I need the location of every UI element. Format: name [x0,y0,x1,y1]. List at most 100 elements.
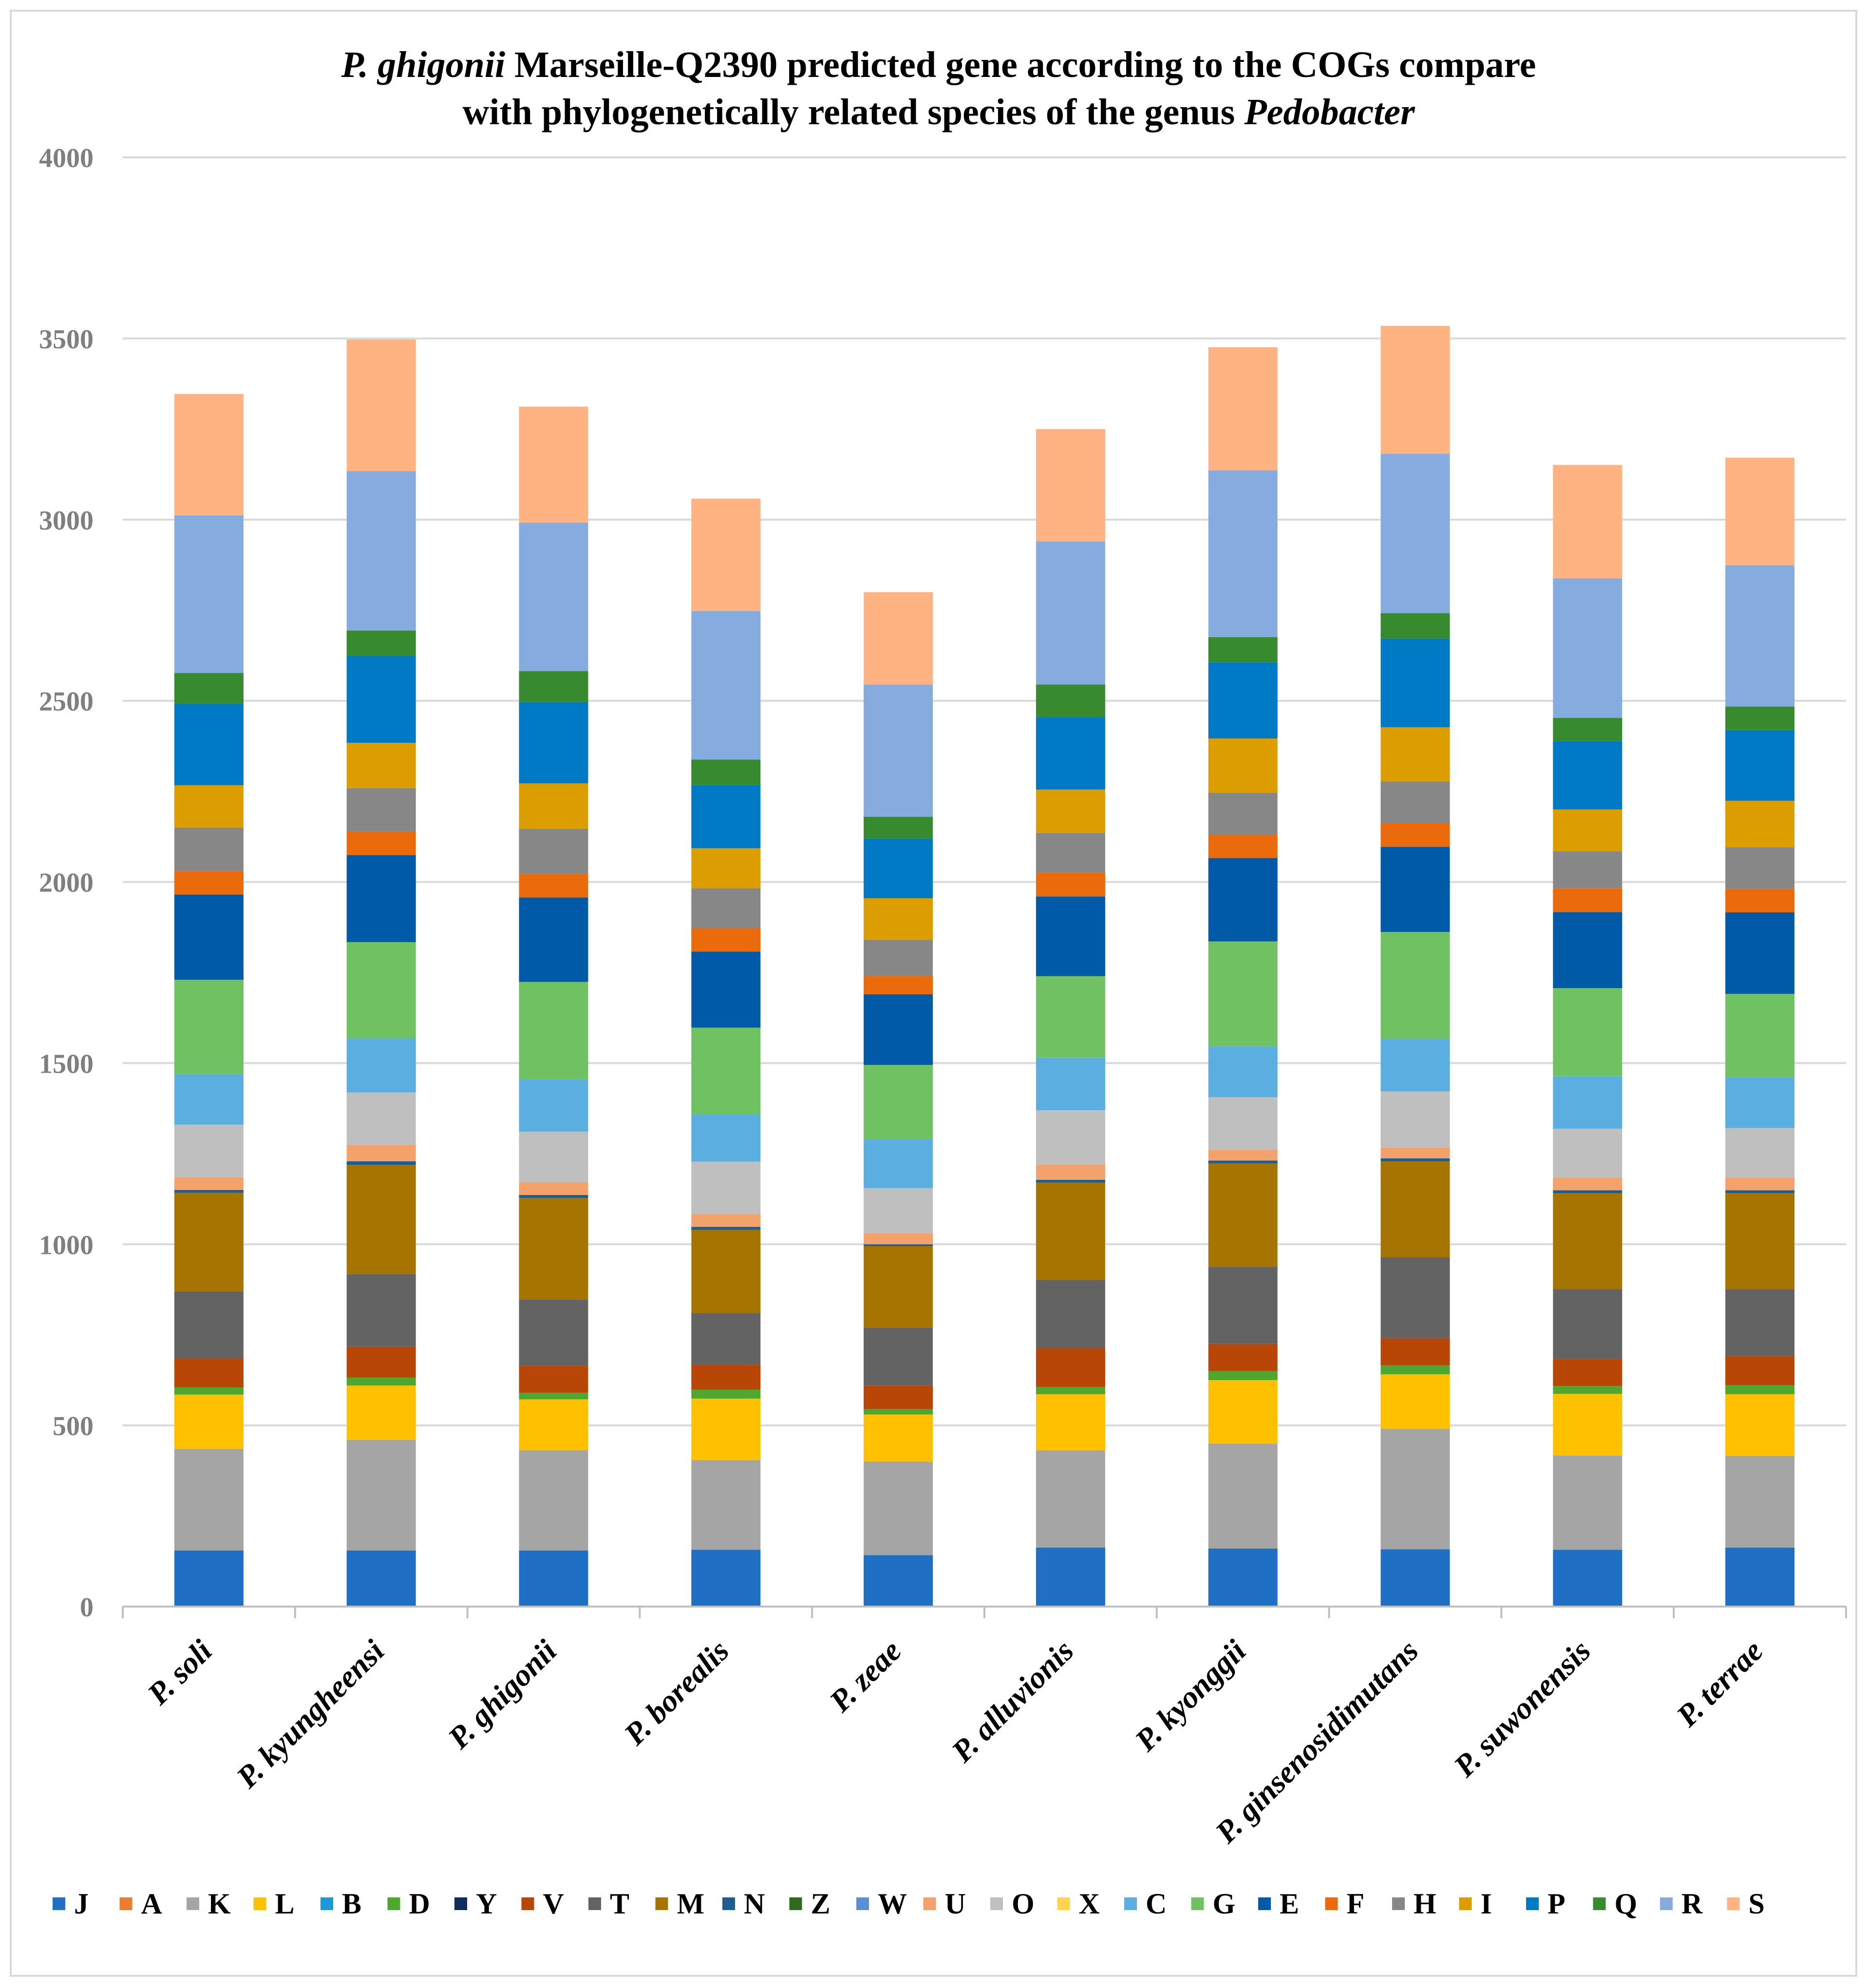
legend-swatch-i [1459,1897,1472,1910]
bar-segment-g [1725,994,1795,1078]
bar-segment-n [1208,1160,1278,1164]
bar-segment-c [691,1114,761,1162]
bar-segment-d [346,1377,416,1386]
bar-segment-i [346,742,416,788]
bar-segment-s [864,592,933,685]
legend-label: Y [476,1888,497,1920]
legend-swatch-a [119,1897,132,1910]
bar-segment-u [1725,1177,1795,1191]
legend-label: U [945,1888,966,1920]
legend-label: P [1547,1888,1566,1920]
bar-segment-k [346,1439,416,1551]
bar-segment-m [1208,1163,1278,1267]
x-tick-label: P. terrae [1669,1633,1770,1734]
bar-segment-k [1036,1450,1105,1548]
bar-segment-f [1036,872,1105,897]
bar-segment-r [691,611,761,760]
bar-segment-m [691,1230,761,1313]
bar-segment-r [1553,578,1623,718]
bar-segment-l [1036,1394,1105,1451]
x-tick-label: P. kyonggii [1128,1633,1252,1758]
legend-swatch-k [187,1897,199,1910]
bar-segment-f [346,832,416,855]
bar-segment-h [1036,833,1105,873]
bar-segment-v [346,1346,416,1378]
bar-segment-g [864,1065,933,1139]
bar-segment-r [864,684,933,817]
bar-segment-j [691,1550,761,1607]
title-part: Pedobacter [1244,92,1415,133]
bar-segment-l [174,1394,244,1449]
bar-segment-v [174,1358,244,1388]
bar-segment-q [1208,637,1278,663]
bar-segment-u [1380,1147,1450,1158]
x-tick-label: P. ghigonii [441,1633,563,1756]
bar-segment-v [1208,1344,1278,1371]
bar-segment-i [174,785,244,828]
bar-segment-i [1380,727,1450,782]
title-part: Marseille-Q2390 predicted gene according… [505,44,1536,85]
bar-segment-e [174,894,244,980]
bar-segment-v [1380,1338,1450,1365]
bar-segment-e [1036,896,1105,976]
bar-segment-i [691,848,761,889]
legend-label: Z [811,1888,830,1920]
bar-segment-g [691,1027,761,1115]
x-tick-label: P. suwonensis [1447,1633,1597,1784]
bar-segment-v [691,1364,761,1390]
bar-segment-n [1036,1179,1105,1183]
bar-segment-j [346,1550,416,1607]
bar-segment-v [1725,1356,1795,1385]
bar-segment-v [864,1385,933,1409]
y-tick-label: 3500 [39,324,94,355]
bar-segment-r [346,471,416,631]
bar-segment-f [519,874,588,898]
legend-label: Q [1615,1888,1638,1920]
bar-segment-f [691,928,761,952]
bar-segment-t [1208,1267,1278,1344]
bar-segment-j [1725,1547,1795,1607]
bar-segment-l [864,1414,933,1462]
legend-label: I [1481,1888,1492,1920]
bar-segment-r [174,515,244,673]
bar-segment-h [174,827,244,871]
bar-segment-o [174,1124,244,1177]
bar-segment-o [1036,1110,1105,1165]
chart-title-line-1: P. ghigonii Marseille-Q2390 predicted ge… [341,44,1536,85]
bar-segment-p [1725,730,1795,801]
bar-segment-g [1208,941,1278,1047]
bar-segment-n [1553,1190,1623,1193]
bar-segment-o [1725,1128,1795,1178]
bar-segment-q [519,671,588,702]
bar-segment-t [691,1313,761,1365]
bar-segment-c [346,1038,416,1093]
bar-segment-t [346,1274,416,1347]
bar-segment-s [346,340,416,472]
legend-label: K [208,1888,231,1920]
bar-segment-h [346,788,416,832]
bar-segment-o [1208,1097,1278,1150]
bar-segment-t [864,1327,933,1386]
bar-segment-i [519,783,588,829]
bar-segment-i [1036,789,1105,833]
legend-swatch-g [1191,1897,1204,1910]
y-tick-label: 2500 [39,687,94,717]
bar-segment-h [1725,847,1795,889]
bar-segment-d [1036,1387,1105,1395]
title-part: with phylogenetically related species of… [462,92,1244,133]
chart-frame [10,10,1857,1977]
legend-swatch-w [856,1897,869,1910]
legend-label: E [1280,1888,1299,1920]
bar-segment-q [174,673,244,704]
bar-segment-u [519,1182,588,1195]
bar-segment-o [1380,1091,1450,1148]
legend-label: M [677,1888,705,1920]
legend-label: V [543,1888,564,1920]
bar-segment-e [1208,858,1278,942]
bar-segment-h [1208,793,1278,835]
x-tick-label: P. kyungheensi [229,1633,391,1795]
bar-segment-u [691,1214,761,1227]
legend-swatch-c [1124,1897,1137,1910]
legend-swatch-j [53,1897,65,1910]
